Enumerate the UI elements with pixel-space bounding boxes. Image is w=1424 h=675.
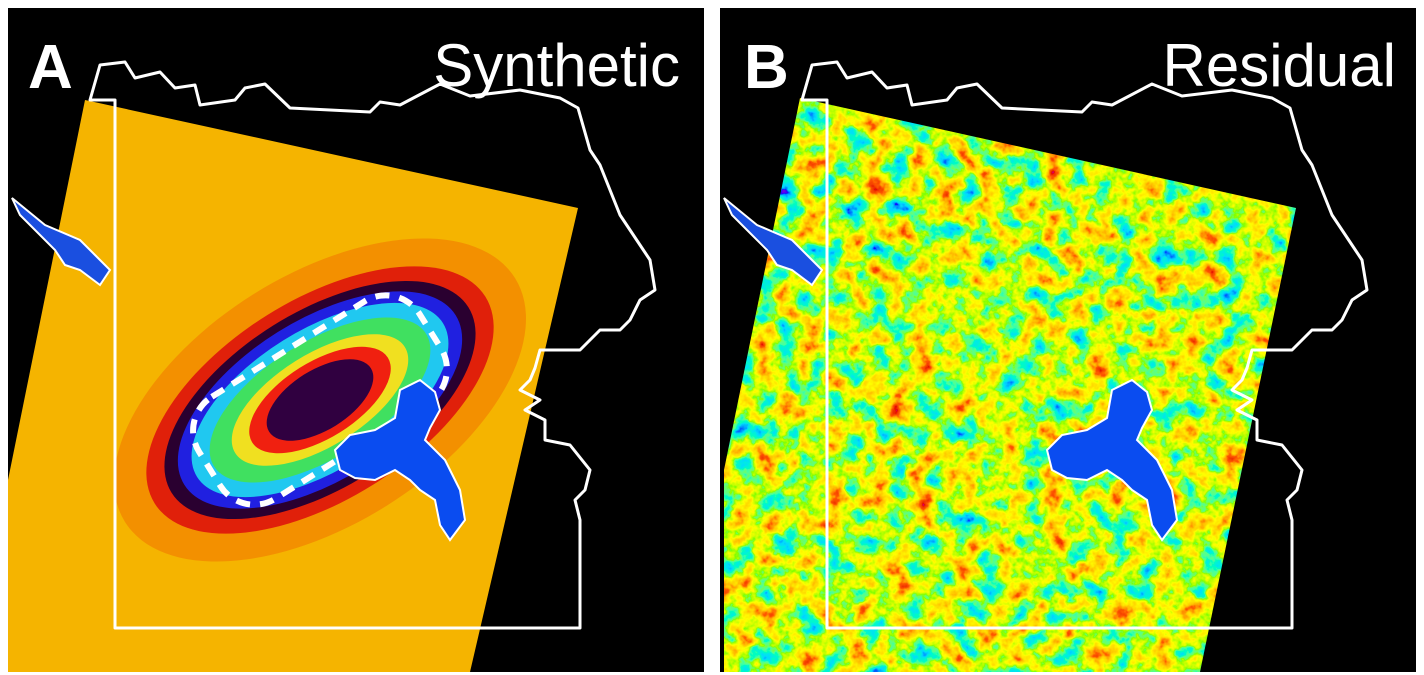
page: A Synthetic B Residual (() => { const da… <box>0 0 1424 675</box>
panel-title: Synthetic <box>433 32 680 99</box>
panel-title: Residual <box>1163 32 1396 99</box>
figure: A Synthetic B Residual <box>0 0 1424 675</box>
panel-letter: B <box>744 33 789 102</box>
panel-b: B Residual <box>720 8 1416 672</box>
panel-letter: A <box>28 33 73 102</box>
panel-a: A Synthetic <box>8 8 704 672</box>
